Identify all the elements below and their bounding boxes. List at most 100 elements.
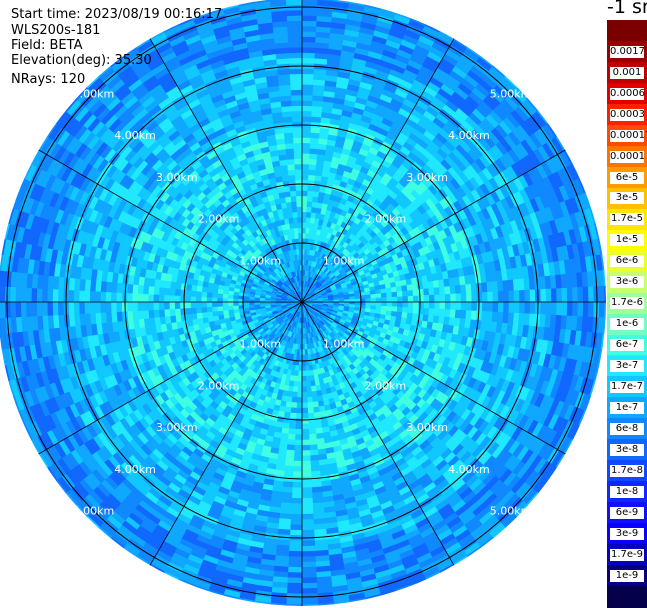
data-cell [284,471,293,477]
data-cell [307,402,313,408]
data-cell [308,185,314,191]
data-cell [541,302,547,315]
data-cell [562,302,568,316]
data-cell [309,439,317,445]
data-cell [306,387,311,393]
data-cell [413,290,419,296]
data-cell [424,302,429,309]
data-cell [302,0,318,5]
data-cell [302,572,317,578]
data-cell [288,429,295,435]
data-cell [387,306,393,311]
data-cell [455,310,461,319]
data-cell [283,476,293,482]
data-cell [285,460,294,466]
data-cell [429,302,435,309]
data-cell [451,302,457,310]
data-cell [387,297,393,302]
data-cell [287,445,295,451]
data-cell [413,296,418,302]
data-cell [514,291,520,302]
data-cell [307,397,313,403]
data-cell [308,408,314,414]
data-cell [557,288,563,302]
data-cell [424,308,430,315]
data-cell [392,297,398,302]
data-cell [302,445,310,451]
data-cell [302,106,312,112]
data-cell [460,310,466,319]
data-cell [482,292,488,302]
data-cell [302,122,311,128]
data-cell [461,302,467,311]
data-cell [302,488,312,494]
data-cell [435,295,441,302]
data-cell [434,309,440,317]
data-cell [288,562,302,568]
data-cell [519,302,525,314]
data-cell [476,311,482,321]
data-cell [302,541,315,547]
data-cell [302,116,312,122]
data-cell [302,201,307,207]
data-cell [371,302,376,306]
data-cell [310,154,318,160]
data-cell [307,196,313,202]
data-cell [291,498,302,504]
data-cell [408,302,413,308]
data-cell [311,386,316,392]
data-cell [302,461,311,467]
data-cell [397,297,403,302]
data-cell [302,58,315,64]
data-cell [302,100,313,106]
data-cell [424,295,429,302]
data-cell [302,525,314,531]
data-cell [307,392,312,398]
data-cell [302,429,309,435]
data-cell [525,302,531,314]
data-cell [302,551,315,557]
data-cell [562,288,568,302]
data-cell [302,493,312,499]
data-cell [460,285,466,294]
data-cell [302,111,312,117]
data-cell [472,302,478,311]
data-cell [311,471,320,477]
data-cell [306,381,311,387]
data-cell [302,366,306,371]
data-cell [294,451,302,457]
data-cell [402,307,408,313]
data-cell [350,299,355,302]
data-cell [302,68,314,74]
data-cell [293,472,302,478]
data-cell [294,445,302,451]
data-cell [476,283,482,293]
data-cell [302,599,318,605]
data-cell [599,302,605,318]
data-cell [439,287,445,295]
data-cell [289,546,302,552]
data-cell [572,302,578,317]
data-cell [290,519,302,525]
data-cell [530,302,536,314]
data-cell [382,298,388,302]
data-cell [551,289,557,302]
data-cell [302,185,308,190]
data-cell [298,382,302,388]
data-cell [310,455,319,461]
data-cell [302,222,306,227]
data-cell [291,514,302,520]
data-cell [572,288,578,303]
data-cell [493,302,499,312]
data-cell [413,302,418,308]
data-cell [302,127,311,133]
data-cell [296,413,302,418]
data-cell [311,132,320,138]
data-cell [408,308,414,314]
data-cell [287,578,302,584]
data-cell [302,466,311,472]
data-cell [302,376,306,381]
data-cell [302,588,317,594]
data-cell [302,148,310,154]
data-cell [291,509,302,515]
